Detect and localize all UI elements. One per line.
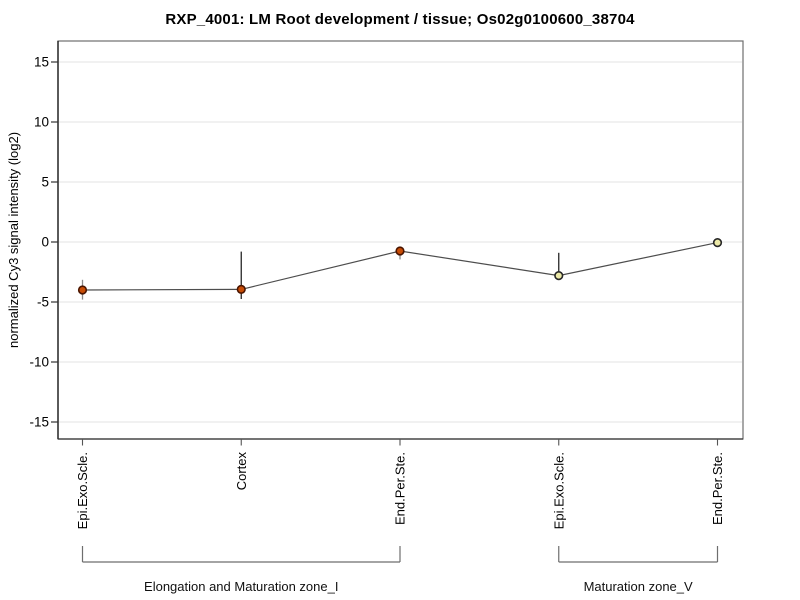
y-tick-label: -10 (29, 355, 49, 370)
y-tick-label: 0 (41, 235, 49, 250)
x-category-label: End.Per.Ste. (393, 452, 408, 525)
y-tick-label: -15 (29, 415, 49, 430)
y-tick-label: 5 (41, 175, 49, 190)
group-label: Maturation zone_V (584, 579, 693, 594)
data-point (236, 284, 246, 295)
x-category-label: Epi.Exo.Scle. (75, 452, 90, 529)
plot-box (57, 40, 744, 440)
data-point (395, 246, 405, 256)
y-axis-title: normalized Cy3 signal intensity (log2) (6, 132, 21, 348)
chart-title: RXP_4001: LM Root development / tissue; … (165, 11, 635, 28)
x-category-label: End.Per.Ste. (710, 452, 725, 525)
y-tick-label: 10 (34, 115, 49, 130)
x-category-label: Cortex (234, 452, 249, 491)
y-tick-label: 15 (34, 55, 49, 70)
data-point (554, 271, 564, 281)
data-point (77, 285, 88, 295)
y-tick-label: -5 (37, 295, 49, 310)
data-point (712, 238, 723, 248)
group-label: Elongation and Maturation zone_I (144, 579, 338, 594)
x-category-label: Epi.Exo.Scle. (551, 452, 566, 529)
